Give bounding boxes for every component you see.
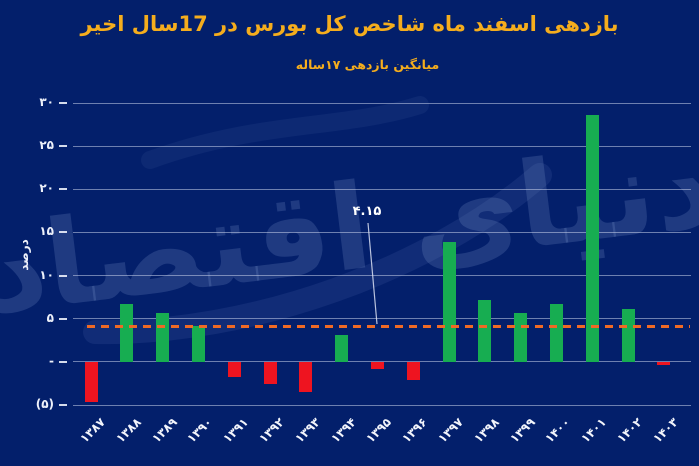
bar-1398: [478, 299, 492, 362]
y-tick-label-25: ۲۵: [39, 138, 54, 153]
gridline-20: [73, 188, 691, 190]
y-tick-label-5: ۵: [46, 310, 54, 325]
bar-1401: [585, 115, 599, 362]
bar-1390: [191, 325, 205, 362]
bar-1387: [84, 361, 98, 403]
gridline-5: [73, 318, 691, 320]
y-tick-label-15: ۱۵: [39, 224, 54, 239]
bar-1393: [299, 361, 313, 393]
y-tick--5: [59, 404, 67, 406]
bar-1394: [335, 335, 349, 362]
y-tick-label-0: -: [49, 353, 54, 368]
gridline-15: [73, 231, 691, 233]
y-axis-title: درصد: [16, 239, 31, 271]
y-tick-label--5: (۵): [35, 397, 54, 411]
y-tick-0: [59, 360, 67, 363]
y-tick-5: [59, 317, 67, 320]
y-tick-label-20: ۲۰: [39, 181, 54, 196]
y-tick-30: [59, 102, 67, 104]
y-tick-20: [59, 188, 67, 191]
y-tick-label-30: ۳۰: [39, 95, 54, 109]
bar-1402: [621, 309, 635, 362]
y-tick-label-10: ۱۰: [39, 267, 54, 282]
gridline--5: [73, 404, 691, 406]
bar-1391: [227, 361, 241, 378]
legend-label: میانگین بازدهی ۱۷ساله: [295, 57, 440, 72]
bar-1399: [514, 312, 528, 362]
y-tick-25: [59, 145, 67, 148]
bar-1389: [156, 312, 170, 362]
average-annotation-label: ۴.۱۵: [352, 204, 382, 219]
chart-title: بازدهی اسفند ماه شاخص کل بورس در 17سال ا…: [80, 12, 619, 36]
bar-1395: [370, 361, 384, 369]
legend: میانگین بازدهی ۱۷ساله: [0, 57, 699, 72]
y-tick-15: [59, 231, 67, 234]
gridline-30: [73, 102, 691, 104]
bar-1397: [442, 241, 456, 362]
gridline-25: [73, 145, 691, 147]
bar-1392: [263, 361, 277, 385]
bar-1396: [406, 361, 420, 380]
bar-1400: [549, 304, 563, 362]
bar-1388: [120, 304, 134, 362]
average-line: [87, 324, 690, 328]
y-tick-10: [59, 274, 67, 277]
gridline-10: [73, 275, 691, 277]
bar-1403: [657, 361, 671, 366]
